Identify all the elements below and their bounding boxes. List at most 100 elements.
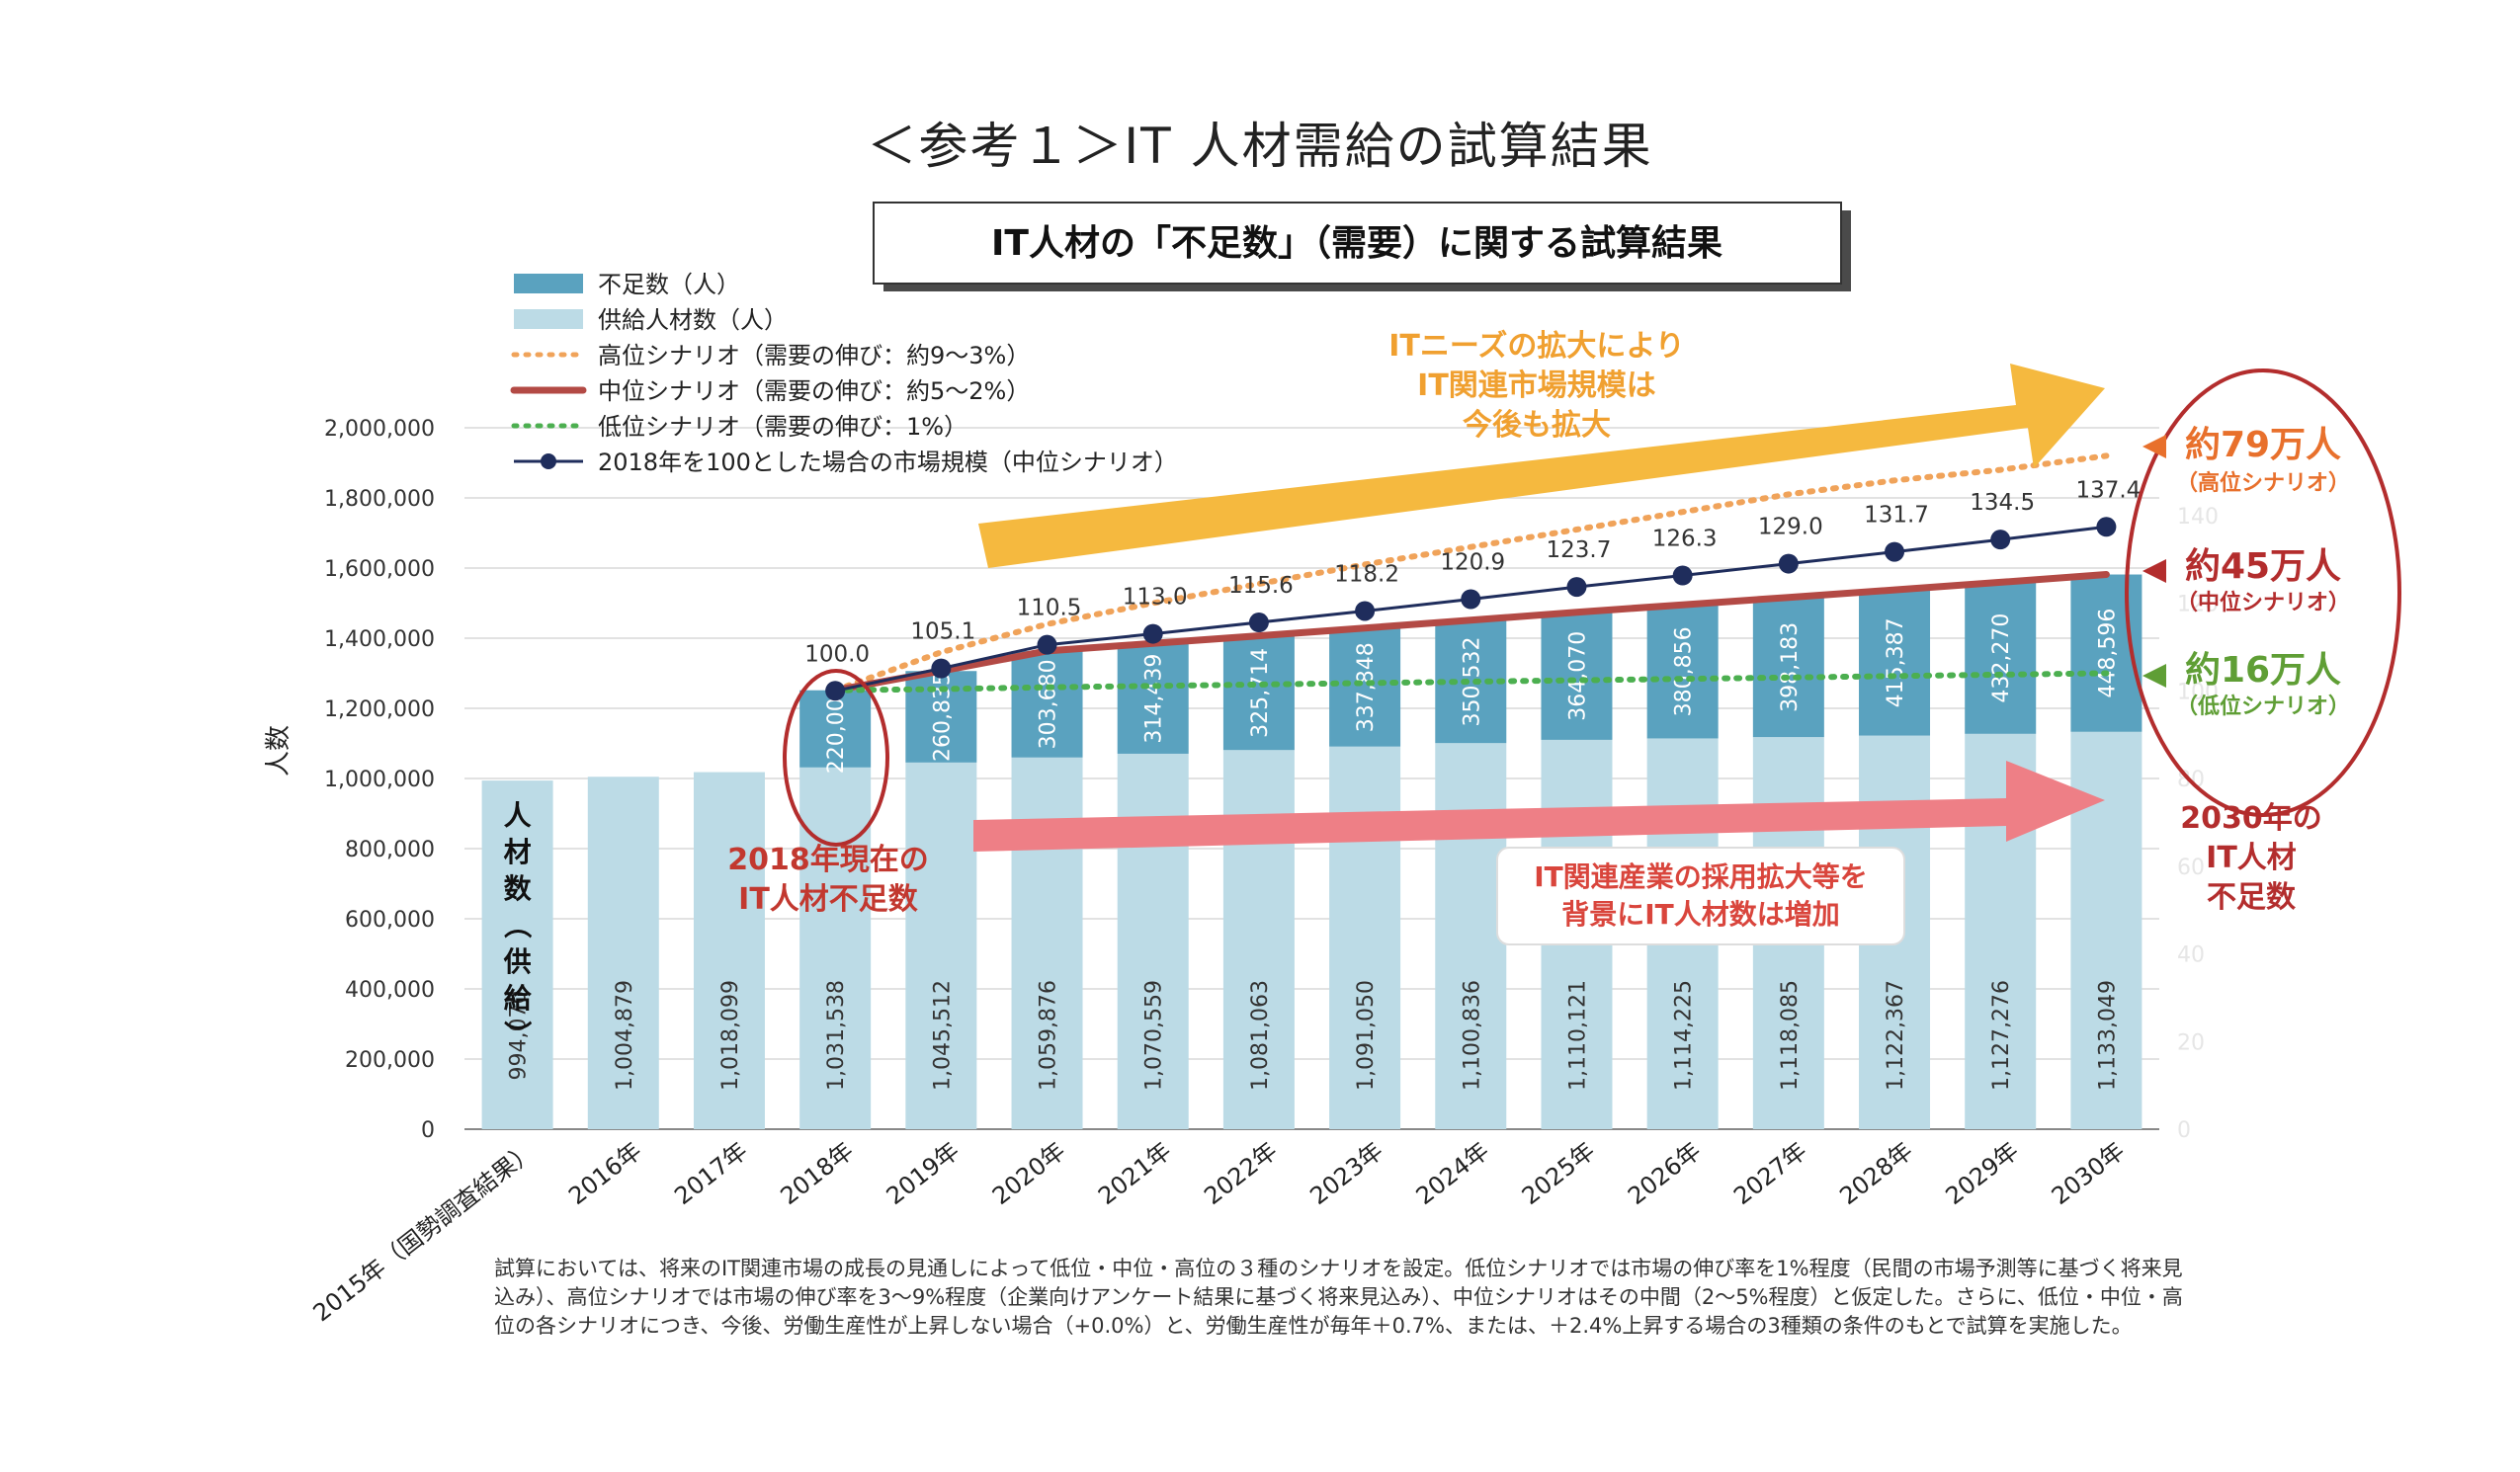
market-size-point [1037,634,1057,655]
x-tick-label: 2018年 [776,1137,859,1210]
y2-tick-label: 40 [2177,943,2205,968]
x-tick-label: 2025年 [1517,1137,1600,1210]
x-tick-label: 2020年 [987,1137,1070,1210]
supply-value-label: 1,004,879 [613,980,637,1091]
market-size-point [1990,530,2011,550]
shortage-bar [1011,650,1083,758]
high-shortage-value: 約79万人 [2185,425,2341,465]
legend-swatch-marker [541,453,556,469]
y2-tick-label: 0 [2177,1118,2191,1143]
supply-bar [481,780,553,1129]
shortage-2030-circle [2125,368,2401,817]
bar-text-char: 人 [504,799,532,832]
supply-bar [587,777,659,1129]
legend-label: 中位シナリオ（需要の伸び：約5～2%） [598,377,1030,405]
market-size-point [1142,623,1163,644]
bar-text-char: 供 [503,945,532,978]
x-tick-label: 2029年 [1941,1137,2024,1210]
market-growth-arrow [978,364,2105,568]
market-size-point [931,658,952,679]
y-tick-label: 1,000,000 [324,768,435,792]
y-tick-label: 0 [421,1118,435,1143]
scenario-lines: 100.0 105.1 110.5 113.0 115.6 118.2 120.9 123.7… [804,452,2141,701]
market-size-label: 105.1 [910,619,975,645]
supply-value-label: 1,127,276 [1989,980,2014,1091]
shortage-value-label: 337,848 [1354,642,1379,732]
shortage-value-label: 260,835 [930,672,955,762]
supply-value-label: 1,091,050 [1354,980,1379,1091]
supply-bar [1435,743,1507,1129]
market-size-point [2096,517,2117,537]
y-axis-label: 人数 [264,725,294,777]
shortage-bar [1646,605,1719,739]
shortage-2030-text: IT人材 [2206,841,2297,875]
market-size-label: 120.9 [1440,550,1505,576]
scenario-line [832,452,2110,694]
market-size-label: 123.7 [1547,537,1612,563]
market-size-label: 110.5 [1017,596,1082,621]
market-size-label: 115.6 [1228,573,1294,599]
market-size-label: 134.5 [1970,490,2035,516]
mid-shortage-sub: （中位シナリオ） [2176,590,2350,615]
shortage-2018-text: 2018年現在の [727,843,929,877]
market-size-point [1885,541,1905,562]
x-tick-label: 2023年 [1305,1137,1388,1210]
y-tick-label: 1,800,000 [324,487,435,512]
x-tick-label: 2024年 [1411,1137,1494,1210]
workforce-growth-text: IT関連産業の採用拡大等を [1534,860,1868,893]
y-tick-label: 200,000 [345,1048,435,1073]
supply-bar [905,762,977,1129]
shortage-value-label: 303,680 [1037,659,1061,749]
y2-tick-label: 60 [2177,856,2205,880]
x-tick-label: 2028年 [1834,1137,1917,1210]
shortage-2018-text: IT人材不足数 [738,882,919,917]
x-tick-label: 2021年 [1093,1137,1176,1210]
supply-value-label: 1,031,538 [824,980,849,1091]
market-size-label: 131.7 [1864,503,1929,529]
workforce-growth-box [1496,847,1905,945]
mid-pointer [2142,559,2166,583]
x-tick-label: 2019年 [882,1137,965,1210]
market-size-point [1672,565,1693,586]
shortage-2030-text: 不足数 [2207,880,2297,915]
shortage-value-label: 432,270 [1989,613,2014,703]
supply-bar [799,767,872,1129]
market-size-point [1461,589,1481,610]
market-size-label: 129.0 [1758,515,1823,540]
bar-text-char: 給 [504,982,533,1015]
y2-tick-label: 100 [2177,680,2219,704]
chart-title-box: IT人材の「不足数」（需要）に関する試算結果 [873,202,1851,291]
x-tick-label: 2016年 [563,1137,646,1210]
supply-value-label: 1,114,225 [1672,980,1697,1091]
workforce-growth-arrow [973,761,2105,852]
shortage-value-label: 325,714 [1248,648,1273,738]
supply-value-label: 1,045,512 [930,980,955,1091]
supply-bar [1329,746,1401,1129]
supply-value-label: 1,122,367 [1884,980,1908,1091]
legend-label: 2018年を100とした場合の市場規模（中位シナリオ） [598,449,1178,476]
y-tick-label: 1,600,000 [324,557,435,582]
shortage-value-label: 398,183 [1778,622,1803,712]
shortage-value-label: 448,596 [2095,609,2120,698]
shortage-bar [1329,627,1401,747]
scenario-line [832,670,2110,694]
market-growth-text: ITニーズの拡大により [1388,329,1685,364]
supply-bar [693,772,765,1129]
supply-value-label: 1,110,121 [1565,980,1590,1091]
chart-title: IT人材の「不足数」（需要）に関する試算結果 [991,223,1722,264]
x-tick-label: 2027年 [1728,1137,1811,1210]
shortage-bar [1965,582,2037,734]
y-tick-label: 1,200,000 [324,697,435,722]
legend-label: 不足数（人） [598,271,740,298]
supply-value-label: 1,018,099 [718,980,743,1091]
shortage-bar [1117,643,1189,754]
legend: 不足数（人） 供給人材数（人） 高位シナリオ（需要の伸び：約9～3%） 中位シナリオ（… [510,271,1178,476]
shortage-bar [1541,612,1613,740]
supply-value-label: 1,070,559 [1142,980,1167,1091]
bar-text-char: ） [501,1021,534,1048]
y-tick-label: 800,000 [345,838,435,862]
y2-tick-label: 20 [2177,1030,2205,1055]
bar-text-char: 数 [504,872,533,905]
supply-bar [1222,750,1295,1129]
shortage-bar [1752,597,1824,738]
